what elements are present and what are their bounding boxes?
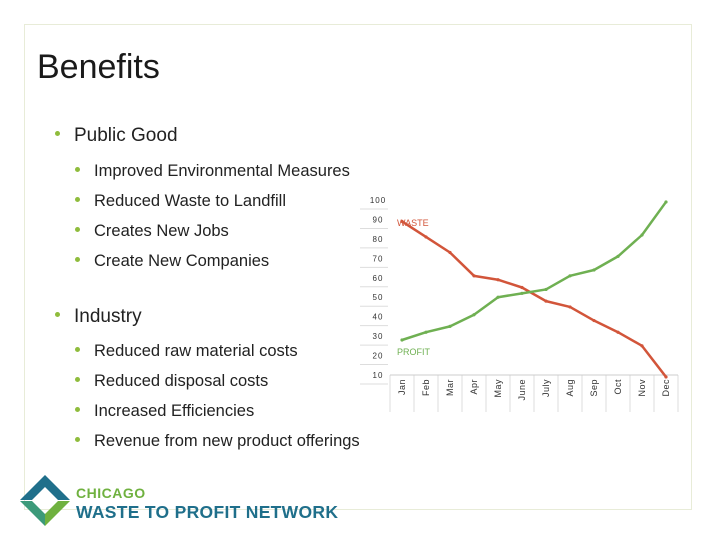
data-point [544,299,548,303]
bullet-dot-icon [75,437,80,443]
data-point [616,254,620,258]
slide-title: Benefits [37,48,160,86]
x-tick-label: Mar [445,379,455,396]
sub-bullet: Revenue from new product offerings [75,432,360,451]
bullet-public-good: Public Good [55,125,178,147]
data-point [448,250,452,255]
x-tick-label: Jan [397,379,407,395]
x-tick-label: July [541,379,551,397]
y-tick-label: 50 [373,293,384,302]
sub-bullet: Reduced Waste to Landfill [75,192,286,211]
x-tick-label: June [517,379,527,401]
y-tick-label: 60 [373,274,384,283]
bullet-dot-icon [75,197,80,203]
sub-bullet-label: Increased Efficiencies [94,402,255,420]
y-tick-label: 10 [373,371,384,380]
logo: CHICAGO WASTE TO PROFIT NETWORK [18,473,363,528]
bullet-dot-icon [55,131,60,137]
logo-line-2: WASTE TO PROFIT NETWORK [76,502,339,522]
data-point [424,330,428,334]
series-line-waste [401,220,667,378]
y-tick-label: 90 [373,215,384,224]
x-tick-label: Dec [661,379,671,397]
slide-frame [24,24,692,510]
data-point [592,318,596,323]
x-tick-label: Sep [589,379,599,397]
data-point [568,274,572,278]
bullet-dot-icon [75,227,80,233]
y-tick-label: 100 [370,196,386,205]
data-point [472,313,476,317]
sub-bullet-label: Reduced raw material costs [94,342,298,360]
chart-svg: 100 90 80 70 60 50 40 30 20 10 Jan Feb Mar Apr May June… [360,196,679,412]
x-tick-label: May [493,379,503,398]
sub-bullet-label: Revenue from new product offerings [94,432,360,450]
y-tick-label: 40 [373,313,384,322]
y-tick-label: 80 [373,235,384,244]
x-tick-label: Feb [421,379,431,396]
sub-bullet-label: Creates New Jobs [94,222,229,240]
series-label-waste: WASTE [397,218,429,228]
sub-bullet-label: Improved Environmental Measures [94,162,350,180]
data-point [664,375,668,379]
bullet-dot-icon [75,257,80,263]
bullet-industry: Industry [55,306,142,328]
series-label-profit: PROFIT [397,347,431,357]
x-tick-label: Aug [565,379,575,397]
data-point [640,344,644,348]
y-tick-label: 70 [373,254,384,263]
x-tick-label: Oct [613,379,623,395]
x-tick-label: Apr [469,379,479,395]
data-point [424,235,428,239]
data-point [616,330,620,334]
x-tick-label: Nov [637,379,647,397]
data-point [472,274,476,278]
data-point [448,324,452,328]
sub-bullet: Create New Companies [75,252,269,271]
bullet-dot-icon [75,167,80,173]
bullet-dot-icon [75,347,80,353]
data-point [568,305,572,309]
sub-bullet: Improved Environmental Measures [75,162,350,181]
sub-bullet-label: Reduced Waste to Landfill [94,192,286,210]
sub-bullet: Increased Efficiencies [75,402,254,421]
bullet-dot-icon [75,407,80,413]
data-point [496,278,500,282]
data-point [664,200,668,204]
logo-line-1: CHICAGO [76,485,146,501]
sub-bullet: Creates New Jobs [75,222,229,241]
sub-bullet: Reduced raw material costs [75,342,298,361]
y-tick-label: 20 [373,352,384,361]
data-point [400,338,404,342]
sub-bullet: Reduced disposal costs [75,372,268,391]
waste-profit-chart: 100 90 80 70 60 50 40 30 20 10 Jan Feb Mar Apr May June… [360,190,690,415]
bullet-label: Public Good [74,125,178,146]
data-point [520,285,524,290]
series-line-profit [401,201,668,342]
data-point [640,233,644,237]
data-point [544,287,548,292]
data-point [520,291,524,295]
data-point [592,268,596,272]
y-tick-label: 30 [373,332,384,341]
sub-bullet-label: Create New Companies [94,252,270,270]
data-point [400,219,404,223]
data-point [496,295,500,299]
bullet-label: Industry [74,306,142,327]
recycle-arrows-icon [20,475,70,526]
bullet-dot-icon [75,377,80,383]
sub-bullet-label: Reduced disposal costs [94,372,269,390]
bullet-dot-icon [55,312,60,318]
